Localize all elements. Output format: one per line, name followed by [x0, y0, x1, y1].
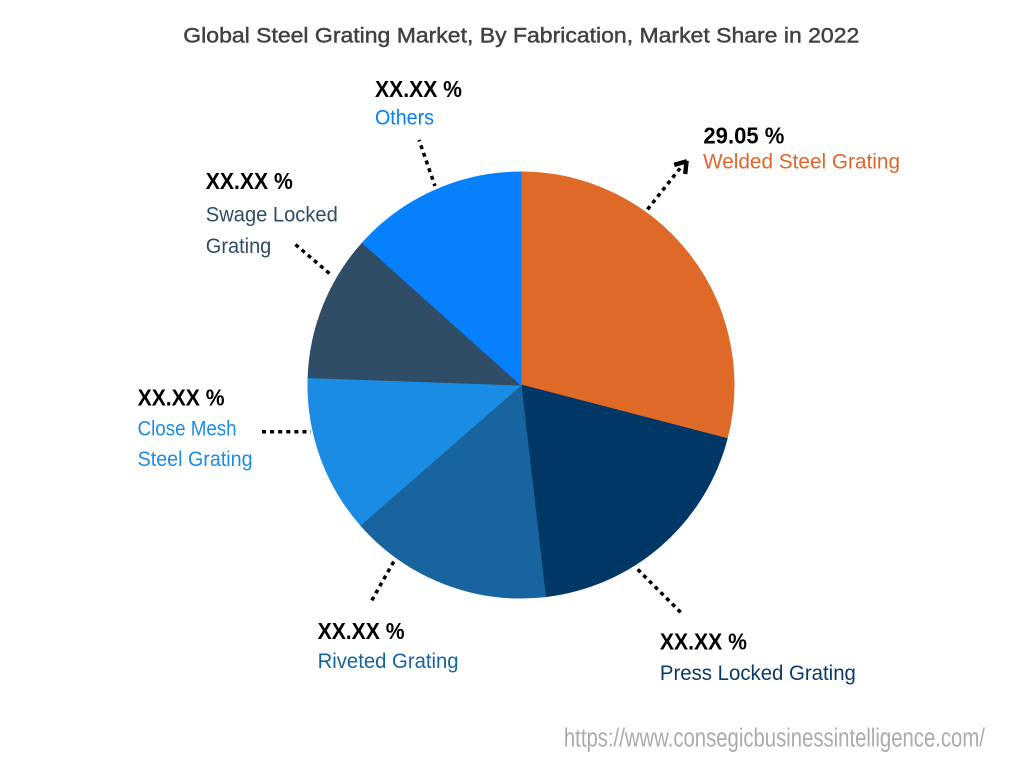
svg-text:Welded Steel Grating: Welded Steel Grating — [703, 149, 900, 173]
svg-text:Riveted Grating: Riveted Grating — [318, 649, 459, 673]
svg-text:Global Steel Grating Market, B: Global Steel Grating Market, By Fabricat… — [183, 24, 859, 48]
svg-text:Grating: Grating — [206, 234, 271, 258]
svg-text:XX.XX %: XX.XX % — [138, 384, 225, 410]
svg-text:XX.XX %: XX.XX % — [206, 168, 293, 194]
svg-text:Steel Grating: Steel Grating — [138, 447, 253, 471]
svg-text:Close Mesh: Close Mesh — [138, 417, 237, 441]
svg-text:Others: Others — [375, 106, 434, 130]
svg-text:XX.XX %: XX.XX % — [375, 76, 462, 102]
svg-text:https://www.consegicbusinessin: https://www.consegicbusinessintelligence… — [564, 724, 986, 752]
svg-text:XX.XX %: XX.XX % — [660, 628, 747, 654]
svg-text:XX.XX %: XX.XX % — [318, 618, 405, 644]
svg-text:Press Locked Grating: Press Locked Grating — [660, 661, 856, 685]
svg-text:Swage Locked: Swage Locked — [206, 203, 338, 227]
svg-text:29.05 %: 29.05 % — [703, 123, 784, 149]
